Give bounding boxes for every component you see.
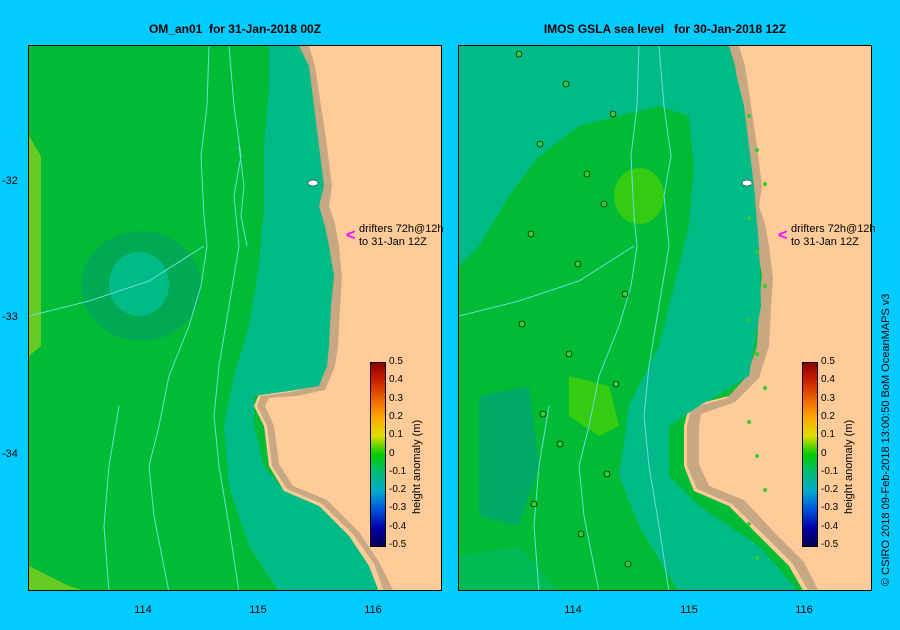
y-tick-1: -32 [2,175,18,187]
observation-dot [755,352,759,356]
bathy-contour-3 [238,145,248,247]
right-colorbar-tick: -0.5 [821,539,839,550]
rottnest-island [741,179,753,187]
sw-patch [459,546,558,590]
right-colorbar-tick: -0.4 [821,520,839,532]
observation-dot [747,522,751,526]
left-colorbar-tick: 0.3 [389,392,403,404]
bathy-contour-5 [103,405,120,590]
observation-dot [624,560,632,568]
left-colorbar-tick: 0.4 [389,374,403,386]
observation-dot [527,230,535,238]
observation-dot [609,110,617,118]
right-x-tick-1: 114 [564,604,582,616]
left-x-tick-2: 115 [249,604,267,616]
credit-text: © CSIRO 2018 09-Feb-2018 13:00:50 BoM Oc… [880,293,892,586]
teal-anomaly [459,46,798,590]
observation-dot [562,80,570,88]
observation-dot [747,420,751,424]
right-x-tick-3: 116 [795,604,813,616]
y-tick-2: -33 [2,311,18,323]
bathy-contour-1 [148,46,210,590]
observation-dot [755,556,759,560]
left-drifter-arrow-icon: < [346,227,356,244]
observation-dot [763,488,767,492]
left-x-tick-3: 116 [364,604,382,616]
west-anomaly [29,136,41,356]
observation-dot [603,470,611,478]
left-colorbar-tick: -0.3 [389,502,407,514]
right-map-panel [458,45,872,591]
right-colorbar-tick: -0.2 [821,484,839,496]
right-x-tick-2: 115 [680,604,698,616]
right-colorbar-tick: 0.4 [821,374,835,386]
right-colorbar-tick: 0 [821,447,827,459]
observation-dot [747,318,751,322]
observation-dot [556,440,564,448]
sw-anomaly [29,566,83,590]
bathy-contour-2 [643,46,672,590]
observation-dot [565,350,573,358]
left-colorbar-tick: -0.4 [389,520,407,532]
right-map-svg [459,46,871,590]
warm-patch [569,376,619,436]
observation-dots [515,50,767,568]
left-colorbar-label: height anomaly (m) [411,419,423,514]
observation-dot [583,170,591,178]
left-map-title: OM_an01 for 31-Jan-2018 00Z [148,22,322,36]
left-colorbar-tick: -0.5 [389,539,407,550]
observation-dot [747,114,751,118]
left-colorbar [370,362,386,547]
bathy-contour-2 [213,46,242,590]
right-colorbar-tick: 0.2 [821,410,835,422]
right-colorbar-tick: 0.1 [821,429,835,441]
coastline-band [687,46,818,590]
y-tick-3: -34 [2,448,18,460]
right-colorbar-tick: -0.1 [821,465,839,477]
observation-dot [577,530,585,538]
warm-core-center [614,168,664,224]
observation-dot [763,182,767,186]
right-drifter-annotation: drifters 72h@12h to 31-Jan 12Z [791,223,876,248]
right-map-title: IMOS GSLA sea level for 30-Jan-2018 12Z [543,22,787,36]
nearshore-anomaly [224,46,379,590]
observation-dot [539,410,547,418]
observation-dot [755,250,759,254]
observation-dot [574,260,582,268]
bathy-contour-4 [29,245,205,317]
bathy-contour-4 [533,405,550,590]
coastline-band [257,46,393,590]
observation-dot [515,50,523,58]
observation-dot [755,148,759,152]
right-colorbar-label: height anomaly (m) [843,419,855,514]
left-x-tick-1: 114 [134,604,152,616]
right-colorbar-tick: 0.5 [821,356,835,367]
observation-dot [600,200,608,208]
rottnest-island [307,179,319,187]
observation-dot [530,500,538,508]
left-drifter-annotation: drifters 72h@12h to 31-Jan 12Z [359,223,444,248]
right-colorbar [802,362,818,547]
left-colorbar-tick: -0.2 [389,484,407,496]
right-drifter-arrow-icon: < [778,227,788,244]
left-colorbar-tick: -0.1 [389,465,407,477]
west-teal-patch [479,386,539,526]
observation-dot [763,284,767,288]
left-colorbar-tick: 0.5 [389,356,403,367]
bathy-contour-3 [459,245,635,317]
observation-dot [536,140,544,148]
observation-dot [621,290,629,298]
observation-dot [612,380,620,388]
left-colorbar-tick: 0.2 [389,410,403,422]
observation-dot [763,386,767,390]
bathy-contour-1 [578,46,640,590]
right-colorbar-tick: -0.3 [821,502,839,514]
left-colorbar-tick: 0.1 [389,429,403,441]
right-colorbar-tick: 0.3 [821,392,835,404]
left-colorbar-tick: 0 [389,447,395,459]
observation-dot [755,454,759,458]
observation-dot [747,216,751,220]
observation-dot [518,320,526,328]
